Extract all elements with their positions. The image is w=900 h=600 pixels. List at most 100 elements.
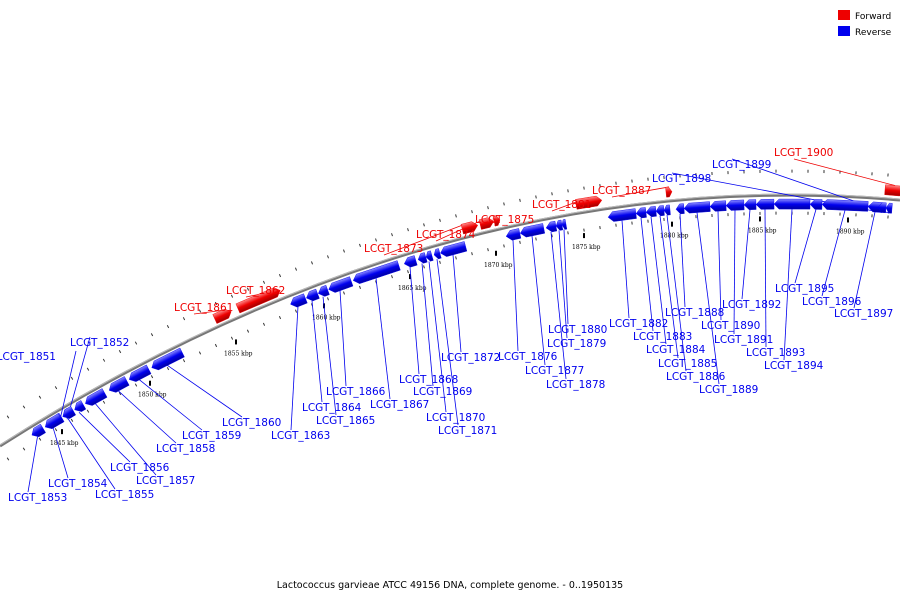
gene-arrow[interactable] xyxy=(433,248,442,260)
gene-label[interactable]: LCGT_1855 xyxy=(95,489,154,501)
gene-label[interactable]: LCGT_1856 xyxy=(110,462,170,474)
gene-label[interactable]: LCGT_1892 xyxy=(722,299,781,311)
gene-arrow[interactable] xyxy=(460,220,479,235)
gene-label[interactable]: LCGT_1866 xyxy=(326,386,386,398)
gene-label[interactable]: LCGT_1900 xyxy=(774,147,833,159)
gene-label[interactable]: LCGT_1868 xyxy=(399,374,458,386)
gene-label[interactable]: LCGT_1884 xyxy=(646,344,706,356)
gene-arrow[interactable] xyxy=(725,199,745,211)
minor-tick xyxy=(855,171,857,175)
gene-label[interactable]: LCGT_1867 xyxy=(370,399,429,411)
gene-label[interactable]: LCGT_1869 xyxy=(413,386,472,398)
gene-label[interactable]: LCGT_1870 xyxy=(426,412,485,424)
gene-arrow[interactable] xyxy=(545,220,558,233)
gene-label[interactable]: LCGT_1895 xyxy=(775,283,834,295)
gene-label[interactable]: LCGT_1852 xyxy=(70,337,129,349)
gene-arrow[interactable] xyxy=(575,195,603,210)
gene-label[interactable]: LCGT_1871 xyxy=(438,425,497,437)
gene-label[interactable]: LCGT_1894 xyxy=(764,360,824,372)
gene-label[interactable]: LCGT_1888 xyxy=(665,307,724,319)
gene-label[interactable]: LCGT_1878 xyxy=(546,379,605,391)
gene-label[interactable]: LCGT_1863 xyxy=(271,430,330,442)
gene-arrow[interactable] xyxy=(83,388,108,408)
gene-arrow[interactable] xyxy=(417,252,428,265)
gene-arrow[interactable] xyxy=(683,201,711,214)
gene-arrow[interactable] xyxy=(663,204,671,216)
gene-label[interactable]: LCGT_1875 xyxy=(475,214,534,226)
gene-label[interactable]: LCGT_1853 xyxy=(8,492,67,504)
gene-arrow[interactable] xyxy=(492,215,501,227)
gene-arrow[interactable] xyxy=(645,206,657,217)
gene-arrow[interactable] xyxy=(607,208,637,223)
gene-arrow[interactable] xyxy=(29,423,46,439)
gene-label[interactable]: LCGT_1854 xyxy=(48,478,108,490)
gene-arrow[interactable] xyxy=(635,207,647,219)
gene-label[interactable]: LCGT_1899 xyxy=(712,159,771,171)
gene-label[interactable]: LCGT_1890 xyxy=(701,320,760,332)
gene-arrow[interactable] xyxy=(127,364,152,384)
gene-label[interactable]: LCGT_1857 xyxy=(136,475,195,487)
gene-label[interactable]: LCGT_1897 xyxy=(834,308,893,320)
gene-arrow[interactable] xyxy=(439,241,468,257)
gene-label[interactable]: LCGT_1858 xyxy=(156,443,215,455)
gene-arrow[interactable] xyxy=(709,200,727,212)
gene-label[interactable]: LCGT_1879 xyxy=(547,338,606,350)
gene-label[interactable]: LCGT_1877 xyxy=(525,365,584,377)
gene-label[interactable]: LCGT_1889 xyxy=(699,384,758,396)
gene-label[interactable]: LCGT_1882 xyxy=(609,318,668,330)
gene-arrow[interactable] xyxy=(655,205,665,217)
gene-arrow[interactable] xyxy=(212,307,234,324)
gene-label[interactable]: LCGT_1859 xyxy=(182,430,241,442)
gene-label[interactable]: LCGT_1861 xyxy=(174,302,233,314)
gene-arrow[interactable] xyxy=(403,255,418,269)
gene-arrow[interactable] xyxy=(519,223,546,238)
gene-arrow[interactable] xyxy=(877,202,887,214)
gene-arrow[interactable] xyxy=(505,228,522,241)
gene-label-line xyxy=(409,267,420,375)
gene-arrow[interactable] xyxy=(425,250,434,262)
gene-label[interactable]: LCGT_1862 xyxy=(226,285,285,297)
gene-arrow[interactable] xyxy=(478,216,495,230)
gene-label[interactable]: LCGT_1872 xyxy=(441,352,500,364)
gene-arrow[interactable] xyxy=(773,198,811,210)
gene-arrow[interactable] xyxy=(43,413,64,432)
gene-label[interactable]: LCGT_1881 xyxy=(532,199,591,211)
gene-label[interactable]: LCGT_1873 xyxy=(364,243,423,255)
gene-label[interactable]: LCGT_1891 xyxy=(714,334,773,346)
gene-label[interactable]: LCGT_1887 xyxy=(592,185,651,197)
gene-label[interactable]: LCGT_1864 xyxy=(302,402,362,414)
gene-arrow[interactable] xyxy=(327,276,354,295)
gene-arrow[interactable] xyxy=(72,400,87,414)
gene-label[interactable]: LCGT_1896 xyxy=(802,296,862,308)
gene-arrow[interactable] xyxy=(675,203,685,215)
gene-arrow[interactable] xyxy=(885,202,893,214)
gene-label-line xyxy=(666,215,687,372)
gene-arrow[interactable] xyxy=(755,198,775,210)
gene-arrow[interactable] xyxy=(107,376,130,394)
gene-arrow[interactable] xyxy=(665,186,673,198)
gene-label[interactable]: LCGT_1883 xyxy=(633,331,692,343)
gene-arrow[interactable] xyxy=(150,347,185,372)
gene-arrow[interactable] xyxy=(809,199,823,210)
gene-arrow[interactable] xyxy=(305,288,320,303)
gene-label[interactable]: LCGT_1898 xyxy=(652,173,711,185)
gene-label[interactable]: LCGT_1885 xyxy=(658,358,717,370)
gene-arrow[interactable] xyxy=(352,260,401,286)
gene-arrow[interactable] xyxy=(60,406,76,421)
gene-label[interactable]: LCGT_1874 xyxy=(416,229,476,241)
gene-label[interactable]: LCGT_1880 xyxy=(548,324,607,336)
gene-label[interactable]: LCGT_1865 xyxy=(316,415,375,427)
gene-arrow[interactable] xyxy=(884,184,900,197)
gene-arrow[interactable] xyxy=(743,199,757,210)
gene-arrow[interactable] xyxy=(821,199,869,212)
gene-arrow[interactable] xyxy=(317,285,330,298)
gene-label[interactable]: LCGT_1876 xyxy=(498,351,558,363)
gene-label[interactable]: LCGT_1860 xyxy=(222,417,281,429)
gene-arrow[interactable] xyxy=(289,293,308,309)
gene-label[interactable]: LCGT_1893 xyxy=(746,347,805,359)
gene-label[interactable]: LCGT_1851 xyxy=(0,351,56,363)
gene-arrow[interactable] xyxy=(555,219,564,231)
gene-arrow[interactable] xyxy=(561,219,568,230)
gene-label[interactable]: LCGT_1886 xyxy=(666,371,726,383)
gene-arrow[interactable] xyxy=(235,286,282,314)
